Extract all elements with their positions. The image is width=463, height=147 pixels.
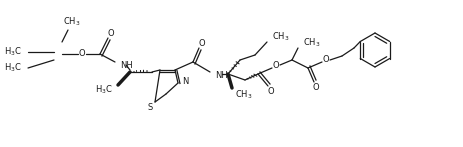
Text: O: O: [198, 39, 205, 47]
Text: O: O: [272, 61, 279, 70]
Text: H$_3$C: H$_3$C: [4, 46, 22, 58]
Text: O: O: [322, 56, 329, 65]
Text: NH: NH: [120, 61, 132, 70]
Text: N: N: [181, 77, 188, 86]
Text: H$_3$C: H$_3$C: [4, 62, 22, 74]
Text: NH: NH: [214, 71, 227, 80]
Text: CH$_3$: CH$_3$: [234, 89, 252, 101]
Text: S: S: [147, 102, 152, 112]
Text: CH$_3$: CH$_3$: [63, 16, 81, 28]
Text: H$_3$C: H$_3$C: [95, 84, 113, 96]
Text: O: O: [107, 29, 114, 37]
Text: O: O: [267, 86, 274, 96]
Text: O: O: [312, 83, 319, 92]
Text: O: O: [79, 50, 85, 59]
Text: CH$_3$: CH$_3$: [302, 37, 320, 49]
Text: CH$_3$: CH$_3$: [271, 31, 289, 43]
